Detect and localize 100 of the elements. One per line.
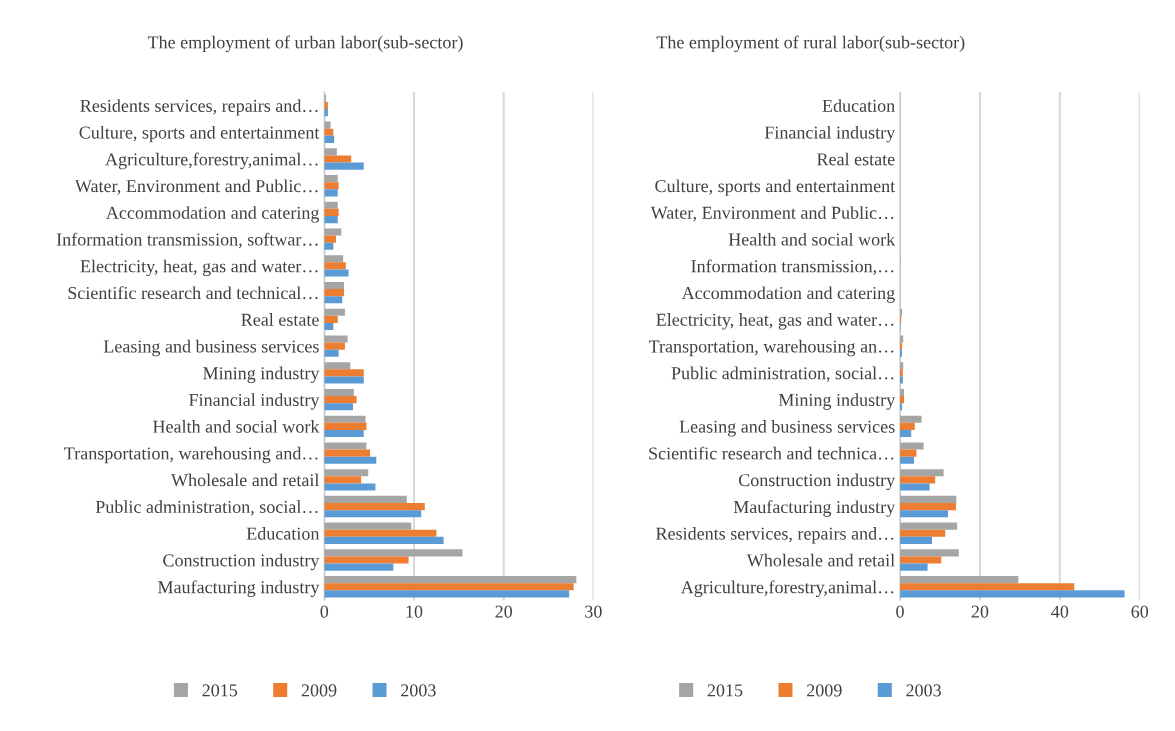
- bar: [324, 556, 409, 564]
- y-tick-label: Accommodation and catering: [106, 206, 320, 223]
- y-tick-label: Electricity, heat, gas and water…: [656, 313, 894, 330]
- bar: [900, 449, 917, 457]
- chart-title: The employment of urban labor(sub-sector): [147, 35, 463, 53]
- bar: [324, 308, 345, 316]
- bar: [324, 216, 338, 224]
- bar: [900, 456, 915, 464]
- y-tick-label: Real estate: [817, 152, 895, 166]
- bar: [324, 403, 353, 411]
- y-tick-label: Transportation, warehousing an…: [648, 339, 894, 357]
- bar: [900, 495, 957, 503]
- bar: [900, 476, 936, 484]
- bar: [324, 121, 331, 129]
- bar: [324, 289, 345, 297]
- bar: [324, 369, 364, 377]
- bar: [900, 590, 1125, 598]
- y-tick-label: Mining industry: [203, 366, 320, 384]
- bar: [324, 415, 366, 423]
- bar: [324, 148, 337, 156]
- y-tick-label: Wholesale and retail: [746, 553, 895, 567]
- bar: [900, 549, 959, 557]
- bar: [324, 495, 407, 503]
- x-tick-label: 20: [971, 605, 989, 618]
- bar: [900, 556, 942, 564]
- bar: [324, 536, 444, 544]
- y-tick-label: Leasing and business services: [679, 420, 895, 437]
- bar: [324, 349, 339, 357]
- bar: [900, 469, 944, 477]
- bar: [324, 563, 394, 571]
- y-tick-label: Maufacturing industry: [733, 500, 896, 517]
- y-tick-label: Wholesale and retail: [171, 473, 320, 487]
- bar: [324, 449, 371, 457]
- y-tick-label: Residents services, repairs and…: [656, 527, 894, 544]
- bar: [324, 529, 437, 537]
- y-tick-label: Scientific research and technical…: [68, 286, 318, 300]
- bar: [900, 563, 928, 571]
- y-tick-label: Financial industry: [189, 393, 320, 410]
- bar: [900, 415, 922, 423]
- x-tick-label: 40: [1051, 605, 1069, 618]
- bar: [324, 503, 425, 511]
- x-tick-label: 30: [585, 605, 602, 618]
- y-tick-label: Education: [246, 527, 320, 540]
- legend-label: 2015: [202, 684, 238, 697]
- y-tick-label: Leasing and business services: [103, 339, 319, 357]
- legend-label: 2003: [401, 684, 436, 697]
- bar: [324, 476, 362, 484]
- y-tick-label: Financial industry: [764, 125, 896, 143]
- bar: [324, 362, 351, 370]
- bar: [324, 469, 369, 477]
- bar: [324, 429, 364, 438]
- legend-label: 2009: [807, 684, 842, 697]
- bar: [324, 590, 570, 598]
- chart-title: The employment of rural labor(sub-sector): [656, 35, 965, 53]
- bar: [324, 296, 343, 304]
- bar: [324, 315, 338, 323]
- x-tick-label: 60: [1131, 605, 1149, 618]
- y-tick-label: Information transmission,…: [691, 259, 894, 275]
- y-tick-label: Culture, sports and entertainment: [79, 125, 320, 143]
- x-tick-label: 0: [896, 605, 904, 618]
- y-tick-label: Health and social work: [728, 232, 896, 246]
- y-tick-label: Information transmission, softwar…: [56, 232, 318, 249]
- bar: [324, 235, 336, 243]
- y-tick-label: Residents services, repairs and…: [80, 99, 318, 116]
- bar: [324, 483, 376, 491]
- bar: [900, 576, 1019, 584]
- bar: [324, 208, 339, 216]
- y-tick-label: Real estate: [241, 313, 319, 326]
- y-tick-label: Water, Environment and Public…: [650, 206, 894, 222]
- bar: [900, 442, 924, 450]
- bar: [900, 583, 1075, 591]
- bar: [324, 388, 354, 397]
- y-tick-label: Accommodation and catering: [681, 286, 895, 303]
- bar: [324, 583, 574, 591]
- y-tick-label: Health and social work: [152, 420, 320, 433]
- y-tick-label: Public administration, social…: [95, 500, 318, 516]
- y-tick-label: Public administration, social…: [671, 366, 894, 382]
- bar: [324, 422, 367, 430]
- x-tick-label: 10: [406, 605, 423, 618]
- bar: [900, 510, 948, 518]
- bar: [324, 335, 348, 343]
- bar: [324, 442, 367, 450]
- bar: [900, 483, 930, 491]
- bar: [324, 262, 346, 270]
- y-tick-label: Electricity, heat, gas and water…: [80, 259, 318, 277]
- bar: [324, 182, 339, 190]
- bar: [324, 135, 335, 143]
- bar: [900, 422, 915, 430]
- bar: [324, 396, 357, 404]
- bar: [324, 281, 345, 290]
- x-tick-label: 20: [495, 605, 513, 618]
- y-tick-label: Construction industry: [738, 473, 896, 490]
- bar: [900, 529, 946, 537]
- bar: [324, 255, 344, 263]
- y-tick-label: Agriculture,forestry,animal…: [680, 580, 894, 598]
- bar: [324, 269, 349, 277]
- bar: [324, 376, 364, 384]
- bar: [900, 503, 956, 511]
- y-tick-label: Water, Environment and Public…: [74, 179, 318, 195]
- legend-label: 2009: [301, 684, 337, 697]
